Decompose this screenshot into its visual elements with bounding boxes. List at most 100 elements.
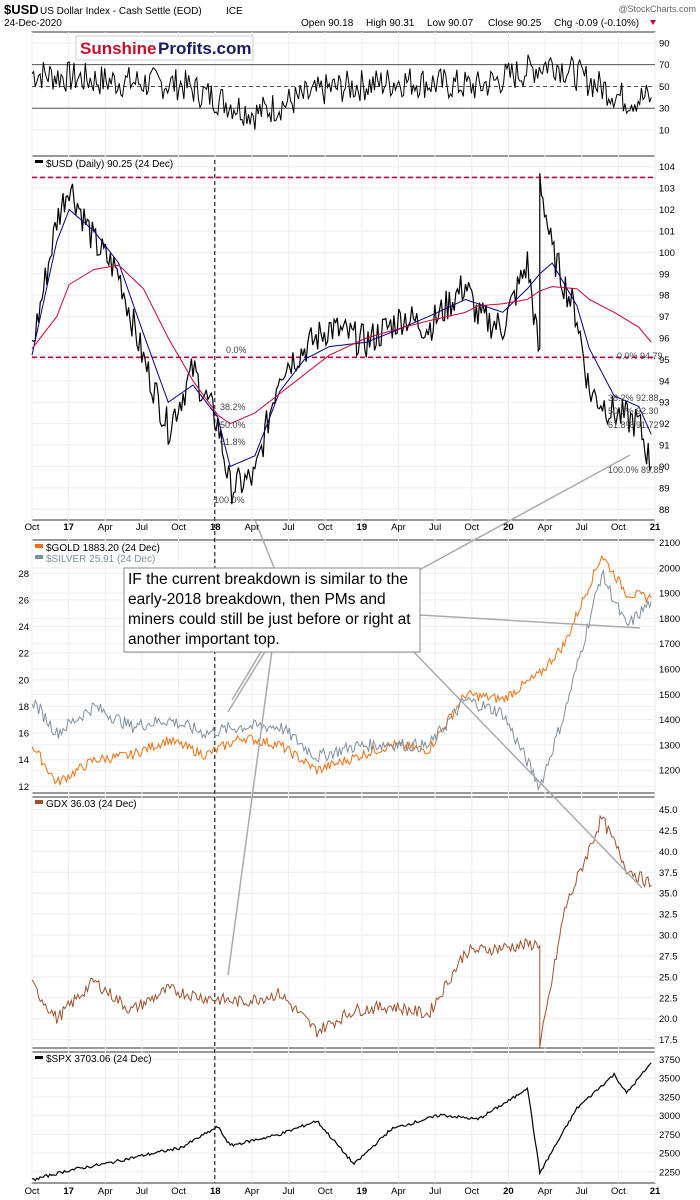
x-axis-label: Apr: [538, 1186, 553, 1197]
x-axis-label: 17: [63, 1186, 74, 1197]
fib-2017-label: 38.2%: [220, 402, 246, 412]
y-tick-label: 37.5: [659, 868, 678, 879]
y-tick-label: 101: [659, 226, 675, 237]
y-tick-label: 30.0: [659, 931, 678, 942]
y-tick-label: 91: [659, 441, 670, 452]
fibonacci-labels-2020: 0.0% 94.79 38.2% 92.88 50.0% 92.30 61.8%…: [608, 351, 664, 475]
x-axis-label: 18: [210, 522, 221, 533]
x-axis-label: Oct: [171, 522, 186, 533]
y-tick-label: 2250: [659, 1167, 680, 1178]
y-tick-label: 3750: [659, 1055, 680, 1066]
x-axis-label: Oct: [318, 522, 333, 533]
y-tick-label: 1300: [659, 740, 680, 751]
y-tick-label: 103: [659, 184, 675, 195]
y-tick-label: 28: [18, 569, 29, 580]
y-tick-label: 17.5: [659, 1035, 678, 1046]
x-axis-label: Jul: [136, 522, 148, 533]
spx-panel-title: $SPX 3703.06 (24 Dec): [46, 1054, 152, 1065]
y-tick-label: 1500: [659, 690, 680, 701]
y-tick-label: 1200: [659, 766, 680, 777]
x-axis-label: Oct: [171, 1186, 186, 1197]
x-axis-label: Jul: [282, 522, 294, 533]
y-tick-label: 50: [659, 82, 670, 93]
x-axis-label: Oct: [611, 1186, 626, 1197]
gdx-legend-swatch: [35, 800, 43, 804]
x-axis-label: Apr: [98, 522, 113, 533]
reference-lines: [32, 64, 655, 1183]
y-tick-label: 1400: [659, 715, 680, 726]
header-open: Open 90.18: [301, 18, 354, 29]
x-axis-label: Jul: [282, 1186, 294, 1197]
y-tick-label: 18: [18, 702, 29, 713]
usd-ma200-line: [31, 264, 652, 425]
gold-legend-swatch: [35, 544, 43, 548]
y-tick-label: 10: [659, 126, 670, 137]
x-axis-label: Oct: [464, 522, 479, 533]
y-tick-label: 93: [659, 398, 670, 409]
x-axis-label: Jul: [576, 1186, 588, 1197]
watermark: @StockCharts.com: [618, 4, 696, 14]
fib-2020-label: 61.8% 91.72: [608, 420, 659, 430]
usd-panel-title: $USD (Daily) 90.25 (24 Dec): [46, 159, 173, 170]
silver-legend-swatch: [35, 555, 43, 559]
gdx-panel-title: GDX 36.03 (24 Dec): [46, 799, 137, 810]
y-tick-label: 30: [659, 104, 670, 115]
fib-2017-label: 0.0%: [226, 345, 247, 355]
y-tick-label: 94: [659, 376, 670, 387]
y-tick-label: 3250: [659, 1092, 680, 1103]
header-high: High 90.31: [366, 18, 415, 29]
x-axis-label: Oct: [25, 1186, 40, 1197]
logo-text-part2: Profits.com: [158, 39, 252, 58]
y-tick-label: 20.0: [659, 1014, 678, 1025]
x-axis-label: Oct: [464, 1186, 479, 1197]
spx-panel-frame: [31, 1051, 656, 1184]
y-tick-label: 90: [659, 38, 670, 49]
x-axis-label: 17: [63, 522, 74, 533]
series-lines: [31, 54, 652, 1182]
y-tick-label: 99: [659, 269, 670, 280]
header-close: Close 90.25: [488, 18, 542, 29]
x-axis-label: Apr: [244, 522, 259, 533]
y-tick-label: 104: [659, 162, 675, 173]
y-tick-label: 27.5: [659, 951, 678, 962]
gold-legend-entry: $GOLD 1883.20 (24 Dec): [46, 543, 160, 554]
x-axis-label: Oct: [611, 522, 626, 533]
x-axis-label: Jul: [136, 1186, 148, 1197]
header-exchange: ICE: [226, 6, 243, 17]
annotation-text: IF the current breakdown is similar to t…: [128, 571, 411, 648]
y-tick-label: 2500: [659, 1149, 680, 1160]
rsi-line: [31, 54, 652, 130]
gold-line: [31, 554, 652, 786]
y-tick-label: 3000: [659, 1111, 680, 1122]
y-tick-label: 102: [659, 205, 675, 216]
y-tick-label: 96: [659, 334, 670, 345]
y-tick-label: 42.5: [659, 826, 678, 837]
x-axis-label: 18: [210, 1186, 221, 1197]
fib-2020-label: 38.2% 92.88: [608, 393, 659, 403]
header-symbol: $USD: [4, 2, 39, 17]
x-axis-label: Apr: [538, 522, 553, 533]
y-tick-label: 98: [659, 291, 670, 302]
fib-2020-label: 0.0% 94.79: [617, 351, 663, 361]
y-tick-label: 2100: [659, 538, 680, 549]
y-tick-label: 88: [659, 505, 670, 516]
logo: Sunshine Profits.com: [75, 35, 254, 61]
fib-2020-label: 50.0% 92.30: [608, 406, 659, 416]
y-tick-label: 90: [659, 462, 670, 473]
x-axis-label: Apr: [98, 1186, 113, 1197]
fib-2017-label: 61.8%: [220, 437, 246, 447]
down-triangle-icon: [650, 20, 656, 25]
y-tick-label: 25.0: [659, 972, 678, 983]
y-tick-label: 100: [659, 248, 675, 259]
fib-2017-label: 50.0%: [220, 420, 246, 430]
y-tick-label: 14: [18, 755, 29, 766]
y-tick-label: 24: [18, 622, 29, 633]
annotation-pointers: [227, 454, 643, 976]
annotation-box: IF the current breakdown is similar to t…: [123, 567, 421, 653]
y-tick-label: 45.0: [659, 805, 678, 816]
spx-legend-swatch: [35, 1056, 43, 1059]
y-tick-label: 95: [659, 355, 670, 366]
y-tick-label: 22: [18, 649, 29, 660]
y-tick-label: 20: [18, 675, 29, 686]
